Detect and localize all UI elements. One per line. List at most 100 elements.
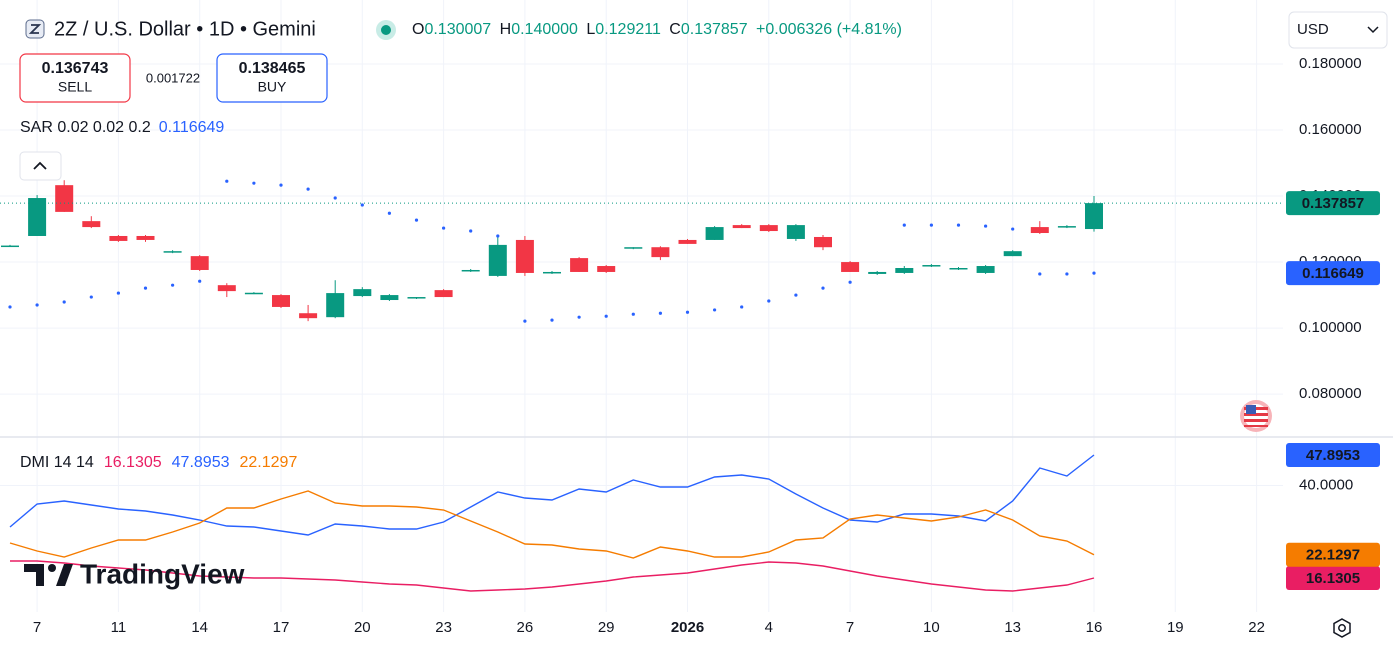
candle-body bbox=[1057, 226, 1076, 228]
ohlc-value: 0.130007 bbox=[424, 21, 491, 38]
candle-body bbox=[55, 185, 74, 212]
sar-value: 0.116649 bbox=[159, 119, 225, 136]
x-tick-label: 19 bbox=[1167, 619, 1184, 636]
settings-button[interactable] bbox=[1333, 618, 1351, 638]
ohlc-label: H bbox=[500, 21, 512, 38]
candle-body bbox=[109, 235, 128, 241]
sar-dot bbox=[658, 311, 663, 315]
sar-dot bbox=[604, 314, 608, 318]
market-status-dot bbox=[381, 25, 391, 35]
sar-dot bbox=[685, 310, 690, 314]
candle-body bbox=[922, 265, 941, 267]
candle-body bbox=[1, 245, 19, 248]
buy-price: 0.138465 bbox=[239, 60, 306, 77]
sar-dot bbox=[902, 223, 906, 227]
candle-body bbox=[299, 313, 318, 319]
sar-dot bbox=[89, 295, 93, 299]
x-tick-label: 10 bbox=[923, 619, 940, 636]
indicator-legend: SAR 0.02 0.02 0.2 0.116649 bbox=[20, 119, 224, 136]
dmi-value: 16.1305 bbox=[104, 454, 162, 471]
currency-selector[interactable] bbox=[1288, 11, 1388, 49]
sar-dot bbox=[35, 303, 39, 307]
sar-dot bbox=[469, 229, 473, 233]
candle-body bbox=[597, 266, 616, 272]
sar-dot bbox=[794, 293, 798, 297]
ohlc-value: 0.129211 bbox=[595, 21, 661, 38]
x-tick-label: 11 bbox=[111, 619, 127, 636]
x-tick-label: 7 bbox=[33, 619, 41, 636]
sell-button[interactable] bbox=[19, 53, 131, 103]
brand-name: TradingView bbox=[80, 558, 245, 589]
sar-dot bbox=[198, 279, 202, 283]
candle-body bbox=[326, 293, 345, 318]
candle-body bbox=[732, 225, 751, 229]
sar-dot bbox=[171, 283, 175, 287]
symbol-title: 2Z / U.S. Dollar • 1D • Gemini bbox=[54, 18, 316, 40]
candle-body bbox=[163, 251, 182, 253]
x-tick-label: 2026 bbox=[671, 619, 704, 636]
candle-body bbox=[1003, 251, 1022, 257]
candle-body bbox=[1085, 203, 1103, 230]
dmi-line bbox=[10, 560, 1095, 592]
sar-dot bbox=[929, 223, 934, 227]
currency-flag bbox=[1240, 400, 1272, 432]
ohlc-legend: O0.130007 H0.140000 L0.129211 C0.137857 … bbox=[412, 21, 902, 38]
sar-dot bbox=[387, 211, 391, 215]
buy-label: BUY bbox=[258, 79, 287, 95]
sar-dot bbox=[252, 181, 256, 185]
dmi-line bbox=[9, 454, 1095, 536]
price-label-box bbox=[1286, 442, 1380, 467]
candle-body bbox=[272, 295, 290, 307]
x-tick-label: 7 bbox=[846, 619, 854, 636]
price-label-box bbox=[1286, 191, 1380, 216]
sar-dot bbox=[360, 203, 364, 207]
candle-body bbox=[82, 221, 101, 228]
candle-body bbox=[217, 285, 236, 292]
candle-body bbox=[407, 297, 426, 299]
candle-body bbox=[976, 266, 995, 273]
candle-body bbox=[461, 269, 480, 272]
sar-dot bbox=[414, 218, 419, 222]
sar-label: SAR 0.02 0.02 0.2 bbox=[20, 119, 151, 136]
price-label: 16.1305 bbox=[1306, 570, 1360, 587]
sar-dot bbox=[1065, 272, 1069, 276]
y-tick-label: 0.160000 bbox=[1299, 121, 1362, 138]
y-tick-label: 40.0000 bbox=[1299, 477, 1353, 494]
sar-dot bbox=[523, 319, 527, 323]
x-tick-label: 26 bbox=[517, 619, 534, 636]
candle-body bbox=[1030, 227, 1049, 234]
candle-body bbox=[570, 258, 589, 272]
sar-dot bbox=[848, 280, 852, 284]
sar-dot bbox=[984, 224, 988, 228]
x-tick-label: 16 bbox=[1086, 619, 1103, 636]
price-label: 47.8953 bbox=[1306, 447, 1360, 464]
sar-dot bbox=[631, 312, 635, 316]
x-tick-label: 29 bbox=[598, 619, 615, 636]
candle-body bbox=[705, 227, 724, 240]
buy-button[interactable] bbox=[216, 53, 328, 103]
brand-logo bbox=[24, 564, 73, 586]
price-label: 22.1297 bbox=[1306, 547, 1360, 564]
candle-body bbox=[515, 239, 534, 273]
ohlc-label: L bbox=[586, 21, 595, 38]
candle-body bbox=[380, 295, 399, 301]
x-tick-label: 13 bbox=[1004, 619, 1021, 636]
ohlc-value: 0.140000 bbox=[511, 21, 578, 38]
grid-layer bbox=[0, 0, 1283, 612]
collapse-button[interactable] bbox=[19, 151, 62, 181]
sar-dot bbox=[821, 286, 825, 290]
sar-dot bbox=[143, 286, 148, 290]
candle-body bbox=[678, 239, 697, 244]
sar-dot bbox=[306, 187, 310, 191]
candle-body bbox=[868, 271, 887, 274]
marks-layer bbox=[0, 179, 1283, 592]
price-label-box bbox=[1286, 542, 1380, 567]
y-tick-label: 0.180000 bbox=[1299, 55, 1362, 72]
sar-dot bbox=[1011, 227, 1015, 231]
y-tick-label: 0.100000 bbox=[1299, 319, 1362, 336]
sar-dot bbox=[442, 226, 446, 230]
ohlc-label: O bbox=[412, 21, 424, 38]
candle-body bbox=[434, 290, 453, 298]
